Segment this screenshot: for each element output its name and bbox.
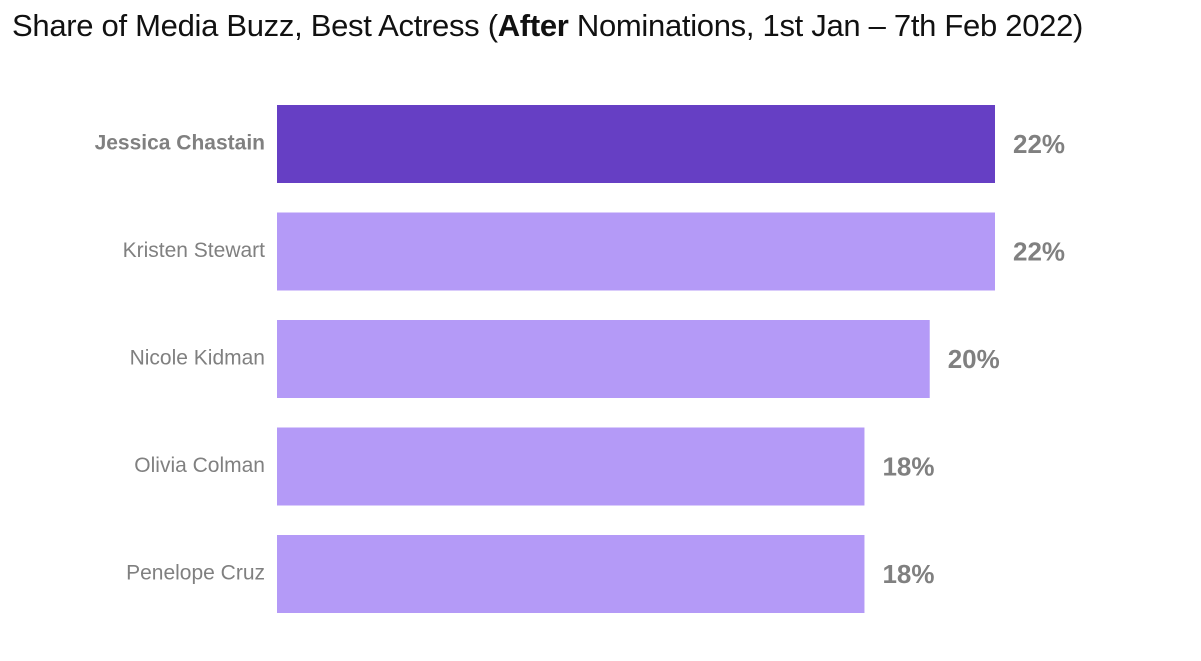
bar-nicole-kidman	[277, 320, 930, 398]
value-label: 18%	[882, 559, 934, 589]
category-label: Nicole Kidman	[130, 347, 265, 370]
value-label: 22%	[1013, 129, 1065, 159]
chart-title: Share of Media Buzz, Best Actress (After…	[12, 8, 1083, 44]
bar-olivia-colman	[277, 427, 865, 506]
bar-kristen-stewart	[277, 212, 995, 291]
category-label: Kristen Stewart	[123, 239, 266, 262]
title-emphasis: After	[497, 8, 569, 43]
title-main: Share of Media Buzz, Best Actress (	[12, 8, 498, 43]
value-label: 18%	[882, 451, 934, 481]
title-rest: Nominations, 1st Jan – 7th Feb 2022)	[568, 8, 1084, 43]
bar-jessica-chastain	[277, 105, 995, 183]
category-label: Jessica Chastain	[95, 132, 265, 155]
value-label: 20%	[948, 344, 1000, 374]
bar-penelope-cruz	[277, 535, 865, 613]
value-label: 22%	[1013, 236, 1065, 266]
category-label: Olivia Colman	[134, 454, 265, 477]
category-label: Penelope Cruz	[126, 562, 265, 585]
